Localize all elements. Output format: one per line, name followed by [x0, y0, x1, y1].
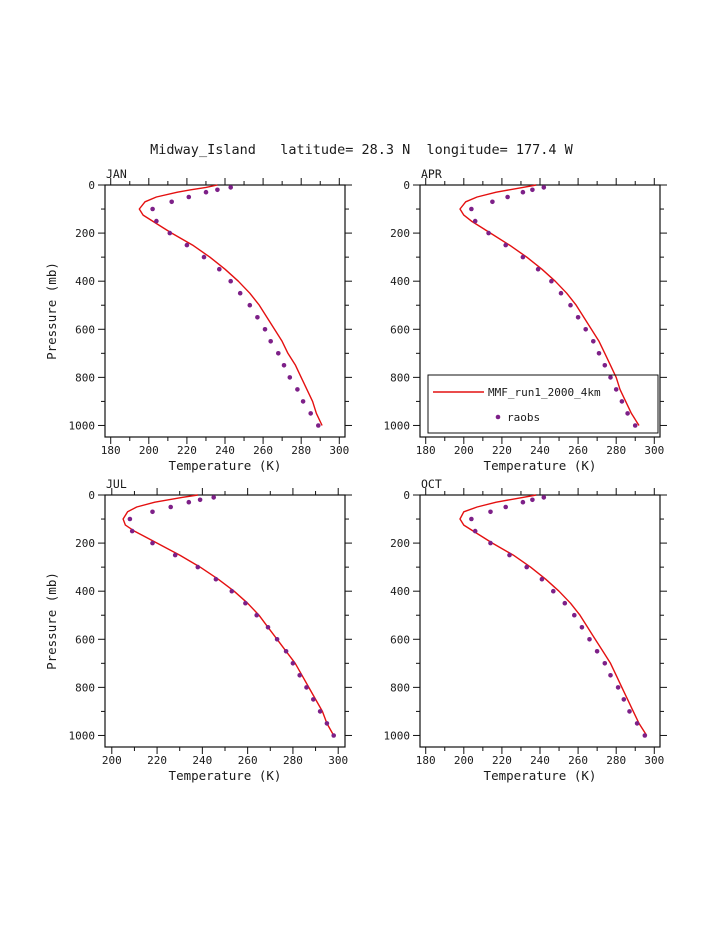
y-tick-label: 400: [390, 585, 410, 598]
y-tick-label: 800: [390, 371, 410, 384]
panel-jan-chart: 180 200 220 240 260 280 300 0 200 400 600 800 1000 JA…: [44, 167, 352, 473]
x-tick-label: 280: [291, 444, 311, 457]
x-tick-label: 300: [329, 444, 349, 457]
x-tick-label: 300: [328, 754, 348, 767]
x-axis-label: Temperature (K): [169, 768, 282, 783]
x-tick-label: 200: [454, 754, 474, 767]
y-tick-label: 400: [75, 585, 95, 598]
axes-apr: 180 200 220 240 260 280 300 0 200 400 600 800 1000: [384, 178, 667, 457]
x-tick-label: 200: [454, 444, 474, 457]
series-line-MMF_run1_2000_4km: [459, 494, 648, 736]
x-tick-label: 300: [644, 754, 664, 767]
series-markers-raobs: [469, 185, 638, 428]
panel-title: JUL: [106, 477, 127, 491]
x-tick-label: 180: [416, 444, 436, 457]
x-tick-label: 260: [253, 444, 273, 457]
y-tick-label: 0: [88, 489, 95, 502]
series-line-MMF_run1_2000_4km: [122, 494, 335, 736]
y-tick-label: 600: [75, 323, 95, 336]
y-tick-label: 1000: [69, 729, 96, 742]
x-tick-label: 260: [238, 754, 258, 767]
legend-box: [427, 374, 659, 434]
axes-oct: 180 200 220 240 260 280 300 0 200 400 600 800 1000: [384, 488, 667, 767]
x-axis-label: Temperature (K): [484, 458, 597, 473]
y-tick-label: 400: [390, 275, 410, 288]
panel-title: JAN: [106, 167, 127, 181]
series-markers-raobs: [469, 495, 648, 738]
y-tick-label: 1000: [384, 419, 411, 432]
x-tick-label: 240: [530, 444, 550, 457]
legend-label-raobs: raobs: [507, 411, 540, 424]
y-tick-label: 400: [75, 275, 95, 288]
series-markers-raobs: [127, 495, 337, 738]
x-tick-label: 220: [492, 444, 512, 457]
y-axis-label: Pressure (mb): [44, 572, 59, 670]
series-line-MMF_run1_2000_4km: [138, 184, 323, 426]
x-tick-label: 220: [492, 754, 512, 767]
x-tick-label: 260: [568, 754, 588, 767]
series-line-MMF_run1_2000_4km: [459, 184, 640, 426]
panel-title: APR: [421, 167, 442, 181]
x-axis-label: Temperature (K): [169, 458, 282, 473]
y-tick-label: 200: [390, 227, 410, 240]
y-tick-label: 1000: [69, 419, 96, 432]
legend-marker-sample: [495, 414, 501, 420]
x-tick-label: 240: [530, 754, 550, 767]
x-tick-label: 200: [102, 754, 122, 767]
x-tick-label: 280: [283, 754, 303, 767]
x-tick-label: 240: [192, 754, 212, 767]
y-tick-label: 800: [75, 371, 95, 384]
axes-jul: 200 220 240 260 280 300 0 200 400 600 800 1000: [69, 488, 352, 767]
series-markers-raobs: [150, 185, 321, 428]
x-tick-label: 240: [215, 444, 235, 457]
x-tick-label: 200: [139, 444, 159, 457]
y-tick-label: 600: [390, 633, 410, 646]
axes-jan: 180 200 220 240 260 280 300 0 200 400 600 800 1000: [69, 178, 352, 457]
y-tick-label: 0: [88, 179, 95, 192]
panel-oct-chart: 180 200 220 240 260 280 300 0 200 400 600 800 1000 OC…: [384, 477, 667, 783]
legend-label-mmf: MMF_run1_2000_4km: [488, 386, 601, 399]
panel-apr-chart: 180 200 220 240 260 280 300 0 200 400 600 800 1000 AP…: [384, 167, 667, 473]
x-tick-label: 300: [644, 444, 664, 457]
x-tick-label: 280: [606, 444, 626, 457]
y-tick-label: 600: [75, 633, 95, 646]
y-tick-label: 1000: [384, 729, 411, 742]
figure-title: Midway_Island latitude= 28.3 N longitude…: [150, 142, 573, 158]
panel-title: OCT: [421, 477, 442, 491]
x-tick-label: 220: [147, 754, 167, 767]
y-tick-label: 200: [390, 537, 410, 550]
x-axis-label: Temperature (K): [484, 768, 597, 783]
x-tick-label: 260: [568, 444, 588, 457]
y-tick-label: 200: [75, 227, 95, 240]
y-tick-label: 200: [75, 537, 95, 550]
y-tick-label: 800: [390, 681, 410, 694]
panel-jul-chart: 200 220 240 260 280 300 0 200 400 600 800 1000 JUL Te…: [44, 477, 352, 783]
y-tick-label: 0: [403, 179, 410, 192]
x-tick-label: 180: [416, 754, 436, 767]
y-tick-label: 600: [390, 323, 410, 336]
x-tick-label: 180: [101, 444, 121, 457]
x-tick-label: 220: [177, 444, 197, 457]
y-axis-label: Pressure (mb): [44, 262, 59, 360]
y-tick-label: 800: [75, 681, 95, 694]
x-tick-label: 280: [606, 754, 626, 767]
y-tick-label: 0: [403, 489, 410, 502]
